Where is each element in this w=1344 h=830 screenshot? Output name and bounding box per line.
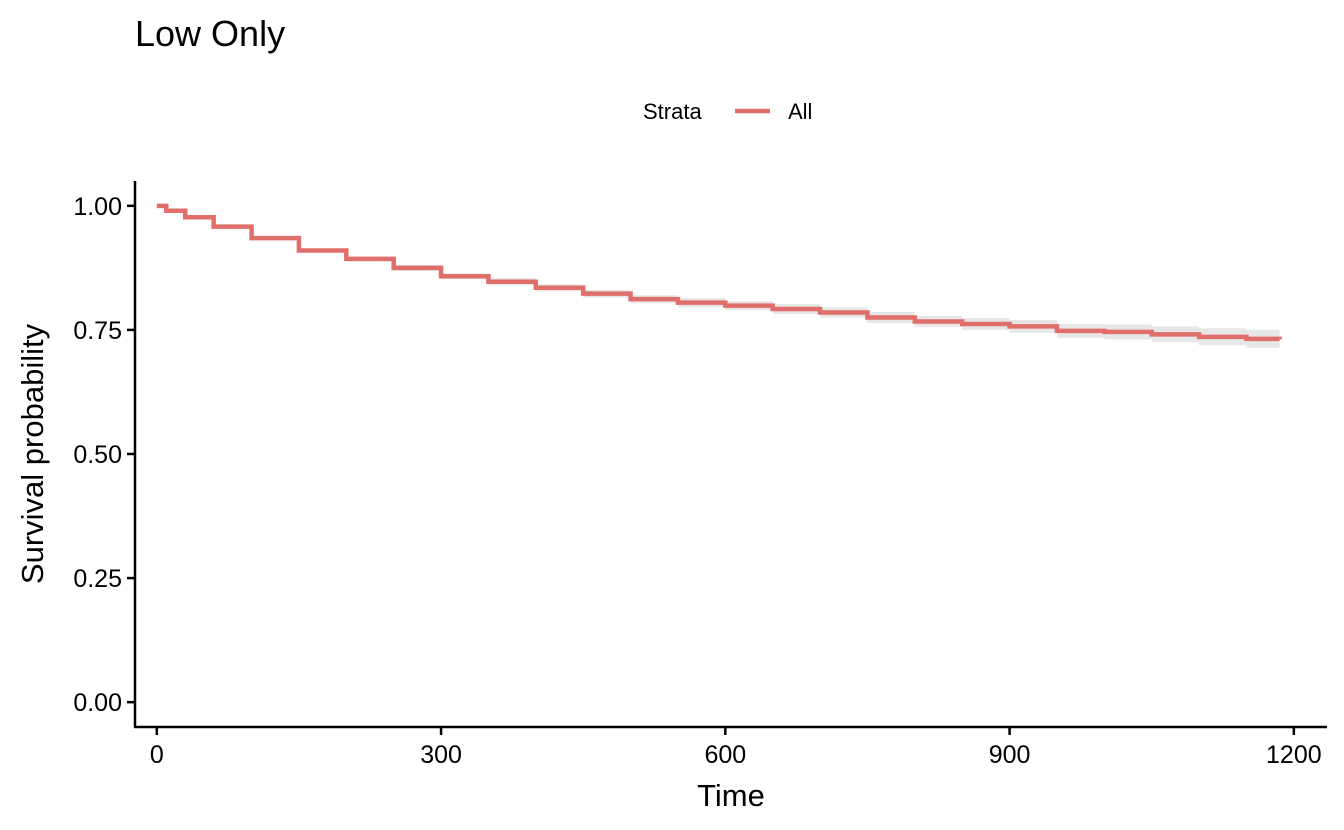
y-axis-ticks: 0.00 0.25 0.50 0.75 1.00 <box>73 193 135 717</box>
legend-title: Strata <box>643 99 702 124</box>
y-tick-label: 0.75 <box>73 317 122 345</box>
chart-title: Low Only <box>135 13 285 54</box>
x-tick-label: 600 <box>704 741 746 769</box>
x-tick-label: 300 <box>420 741 462 769</box>
x-axis-ticks: 0 300 600 900 1200 <box>150 727 1322 769</box>
confidence-band <box>156 205 1280 349</box>
x-tick-label: 0 <box>150 741 164 769</box>
y-tick-label: 0.25 <box>73 565 122 593</box>
y-tick-label: 1.00 <box>73 193 122 221</box>
plot-area <box>156 203 1282 349</box>
y-axis-title: Survival probability <box>15 323 50 584</box>
survival-curve-all <box>156 203 1282 342</box>
legend: Strata All <box>643 99 812 124</box>
legend-label-all: All <box>788 99 812 124</box>
y-tick-label: 0.50 <box>73 441 122 469</box>
y-tick-label: 0.00 <box>73 689 122 717</box>
x-axis-title: Time <box>697 778 765 813</box>
x-tick-label: 1200 <box>1266 741 1322 769</box>
x-tick-label: 900 <box>989 741 1031 769</box>
